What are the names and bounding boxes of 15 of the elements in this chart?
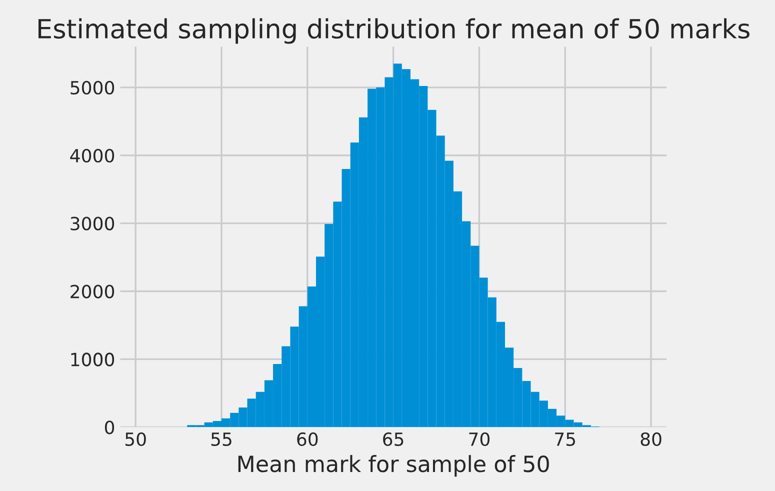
y-tick-label: 4000 <box>70 148 114 162</box>
x-tick-label: 60 <box>297 432 318 446</box>
x-tick-label: 50 <box>125 432 146 446</box>
y-tick-label: 3000 <box>70 216 114 230</box>
y-tick-label: 0 <box>104 420 114 434</box>
y-tick-label: 2000 <box>70 284 114 298</box>
x-tick-label: 80 <box>640 432 662 446</box>
y-tick-label: 5000 <box>70 80 114 95</box>
x-tick-label: 75 <box>555 432 576 446</box>
y-tick-label: 1000 <box>71 352 114 366</box>
x-tick-label: 65 <box>383 432 404 446</box>
x-axis-title: Mean mark for sample of 50 <box>238 455 549 477</box>
x-tick-label: 55 <box>211 432 232 446</box>
chart-title: Estimated sampling distribution for mean of 50 marks <box>38 18 750 44</box>
x-tick-label: 70 <box>469 432 490 446</box>
